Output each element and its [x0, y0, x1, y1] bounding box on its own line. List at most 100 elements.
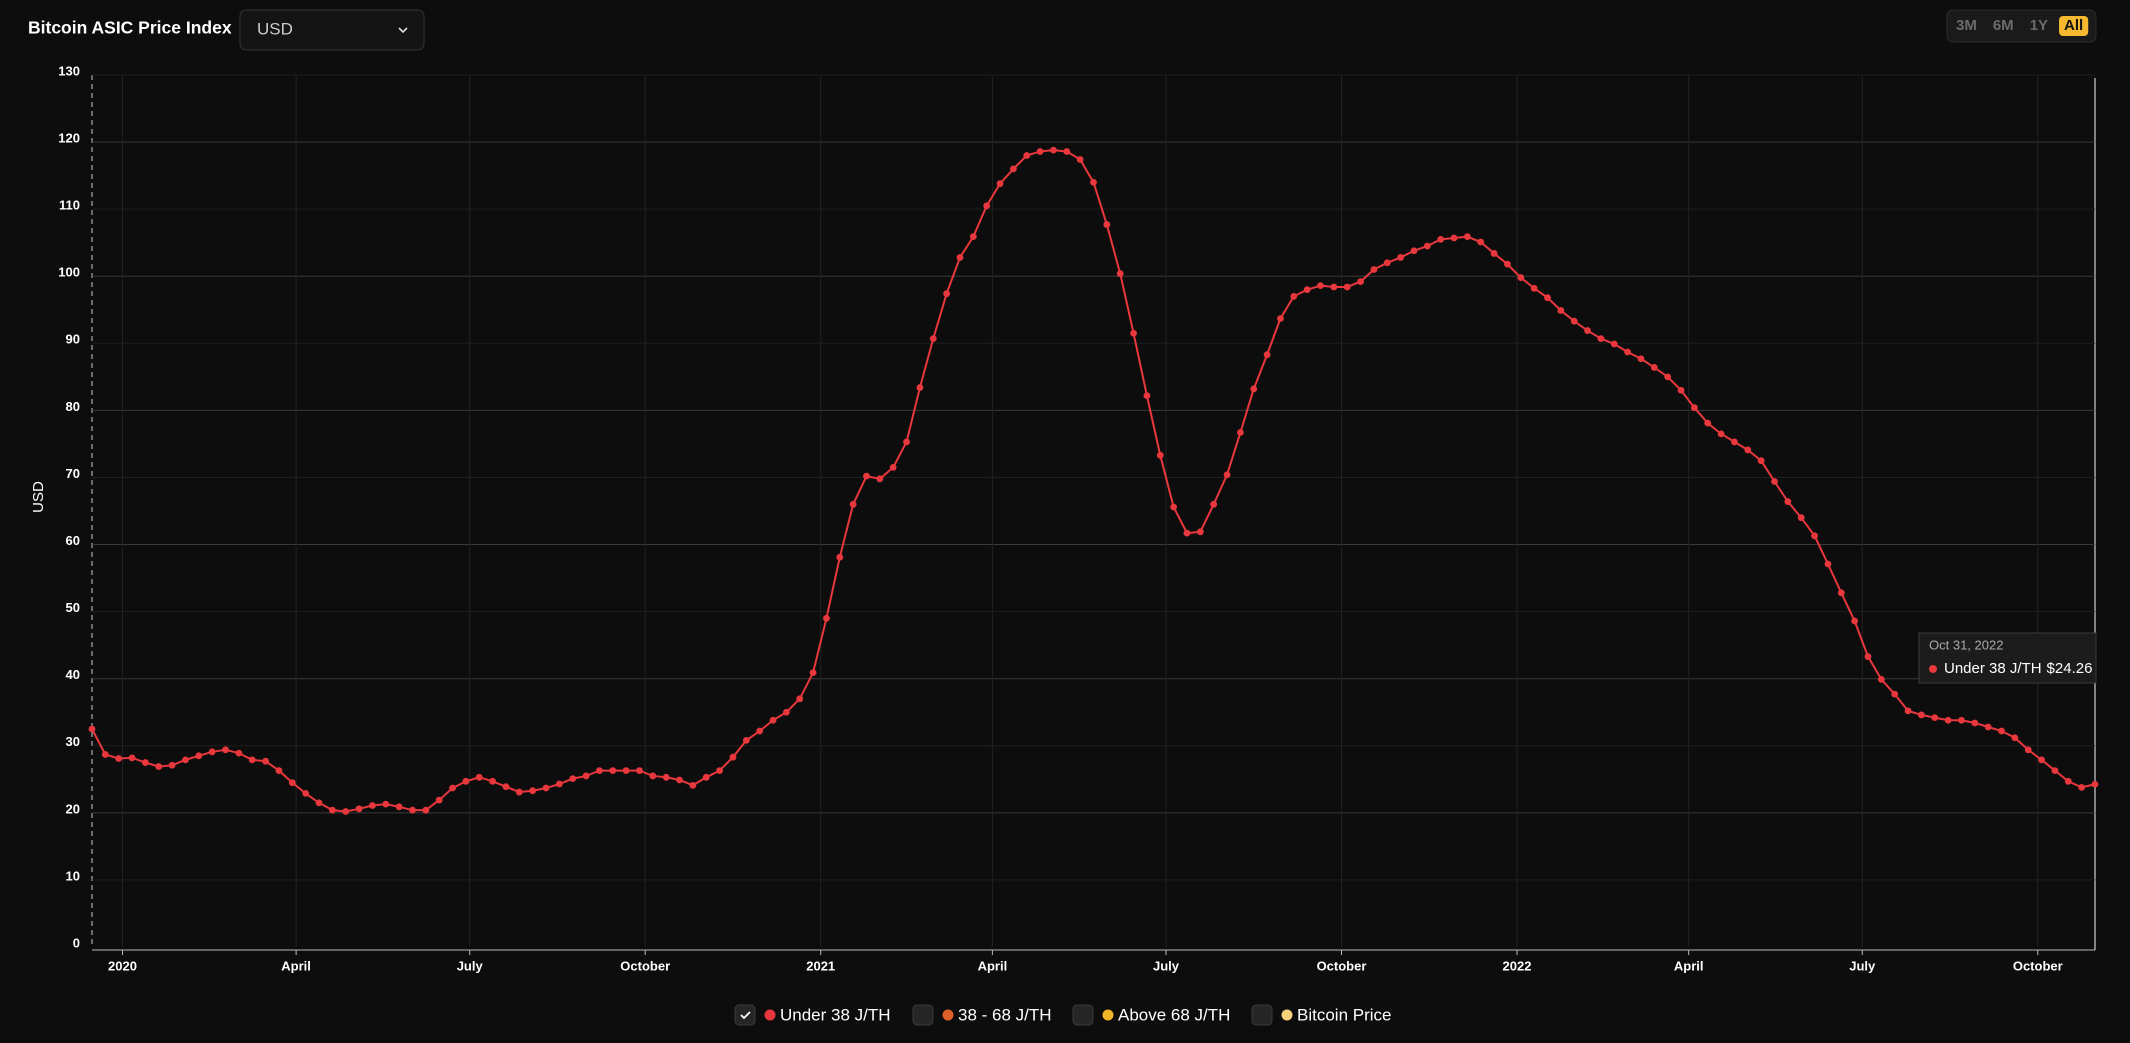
data-point: [1116, 270, 1124, 277]
data-point: [1998, 727, 2005, 735]
data-point: [609, 767, 617, 774]
y-axis-label: USD: [30, 481, 47, 513]
data-point: [1130, 329, 1137, 337]
data-point: [1250, 385, 1258, 393]
data-point: [475, 773, 483, 781]
legend-checkbox[interactable]: [1251, 1004, 1273, 1026]
range-button[interactable]: 3M: [1956, 17, 1977, 34]
data-point: [355, 805, 363, 813]
data-point: [489, 777, 496, 785]
legend-checkbox[interactable]: [1072, 1004, 1094, 1026]
data-point: [1023, 152, 1031, 159]
data-point: [168, 761, 176, 769]
data-point: [1397, 254, 1405, 261]
data-point: [796, 695, 804, 703]
tooltip: Oct 31, 2022 Under 38 J/TH $24.26: [1918, 632, 2097, 684]
range-label[interactable]: 1Y: [2030, 17, 2048, 34]
legend-swatch[interactable]: [942, 1009, 954, 1021]
legend-label[interactable]: 38 - 68 J/TH: [958, 1005, 1052, 1024]
data-point: [1557, 307, 1565, 314]
data-point: [248, 756, 256, 764]
legend-swatch[interactable]: [764, 1009, 776, 1021]
y-tick-label: 70: [66, 466, 80, 481]
tooltip-swatch: [1929, 665, 1937, 673]
legend-checkbox[interactable]: [912, 1004, 934, 1026]
x-tick-label: 2021: [806, 958, 835, 973]
data-point: [142, 759, 149, 766]
data-point: [1650, 364, 1658, 371]
data-point: [1170, 503, 1178, 511]
data-point: [662, 773, 670, 781]
legend-swatch[interactable]: [1102, 1009, 1114, 1021]
data-point: [342, 808, 350, 815]
data-point: [555, 780, 563, 788]
legend-item[interactable]: Bitcoin Price: [1251, 1004, 1391, 1026]
data-point: [2078, 783, 2086, 791]
data-point: [956, 254, 964, 261]
data-point: [1797, 514, 1805, 522]
data-point: [115, 755, 123, 762]
data-point: [1383, 259, 1391, 267]
data-point: [1063, 148, 1071, 155]
data-point: [422, 806, 430, 814]
data-point: [996, 180, 1004, 188]
legend-swatch[interactable]: [1281, 1009, 1293, 1021]
tooltip-box: [1918, 632, 2097, 684]
currency-dropdown[interactable]: USD: [239, 9, 425, 51]
data-point: [1196, 528, 1204, 536]
legend-label[interactable]: Bitcoin Price: [1297, 1005, 1391, 1024]
data-point: [275, 767, 283, 774]
data-point: [1477, 238, 1485, 246]
legend-checkbox[interactable]: [734, 1004, 756, 1026]
x-tick-label: July: [1153, 958, 1180, 973]
data-point: [1076, 156, 1084, 163]
data-point: [1490, 250, 1498, 257]
data-point: [88, 725, 96, 733]
data-point: [1236, 429, 1244, 436]
data-point: [1517, 274, 1525, 281]
data-point: [636, 767, 643, 774]
data-point: [1504, 260, 1511, 268]
data-point: [288, 779, 296, 787]
dropdown-box[interactable]: [239, 9, 425, 51]
data-point: [863, 472, 870, 480]
legend-item[interactable]: Above 68 J/TH: [1072, 1004, 1230, 1026]
data-point: [1637, 355, 1645, 363]
data-point: [756, 727, 764, 735]
range-button[interactable]: All: [2059, 16, 2089, 36]
y-tick-label: 30: [66, 734, 80, 749]
data-point: [2011, 734, 2019, 742]
data-point: [222, 746, 229, 754]
range-active-bg[interactable]: [2059, 16, 2089, 36]
data-point: [742, 737, 750, 744]
data-point: [128, 754, 136, 762]
data-point: [849, 500, 857, 508]
data-point: [1463, 233, 1471, 241]
data-point: [1944, 716, 1952, 724]
range-label[interactable]: 3M: [1956, 17, 1977, 34]
data-point: [1624, 348, 1632, 356]
data-point: [529, 787, 537, 795]
data-point: [889, 464, 897, 471]
dropdown-value[interactable]: USD: [257, 19, 293, 38]
data-point: [435, 796, 443, 804]
y-tick-label: 80: [66, 399, 80, 414]
legend-check[interactable]: [740, 1011, 751, 1020]
data-point: [302, 789, 310, 797]
range-button[interactable]: 1Y: [2030, 17, 2048, 34]
legend-label[interactable]: Under 38 J/TH: [780, 1005, 891, 1024]
data-point: [1143, 392, 1151, 400]
range-label[interactable]: All: [2064, 17, 2083, 34]
y-tick-label: 0: [73, 935, 80, 950]
range-label[interactable]: 6M: [1993, 17, 2014, 34]
data-point: [1904, 707, 1912, 715]
data-point: [1984, 723, 1992, 731]
legend-label[interactable]: Above 68 J/TH: [1118, 1005, 1230, 1024]
data-point: [1784, 498, 1792, 506]
data-point: [1771, 478, 1778, 485]
legend-item[interactable]: Under 38 J/TH: [734, 1004, 891, 1026]
range-button[interactable]: 6M: [1993, 17, 2014, 34]
data-point: [449, 784, 456, 792]
data-point: [182, 756, 189, 764]
legend-item[interactable]: 38 - 68 J/TH: [912, 1004, 1052, 1026]
